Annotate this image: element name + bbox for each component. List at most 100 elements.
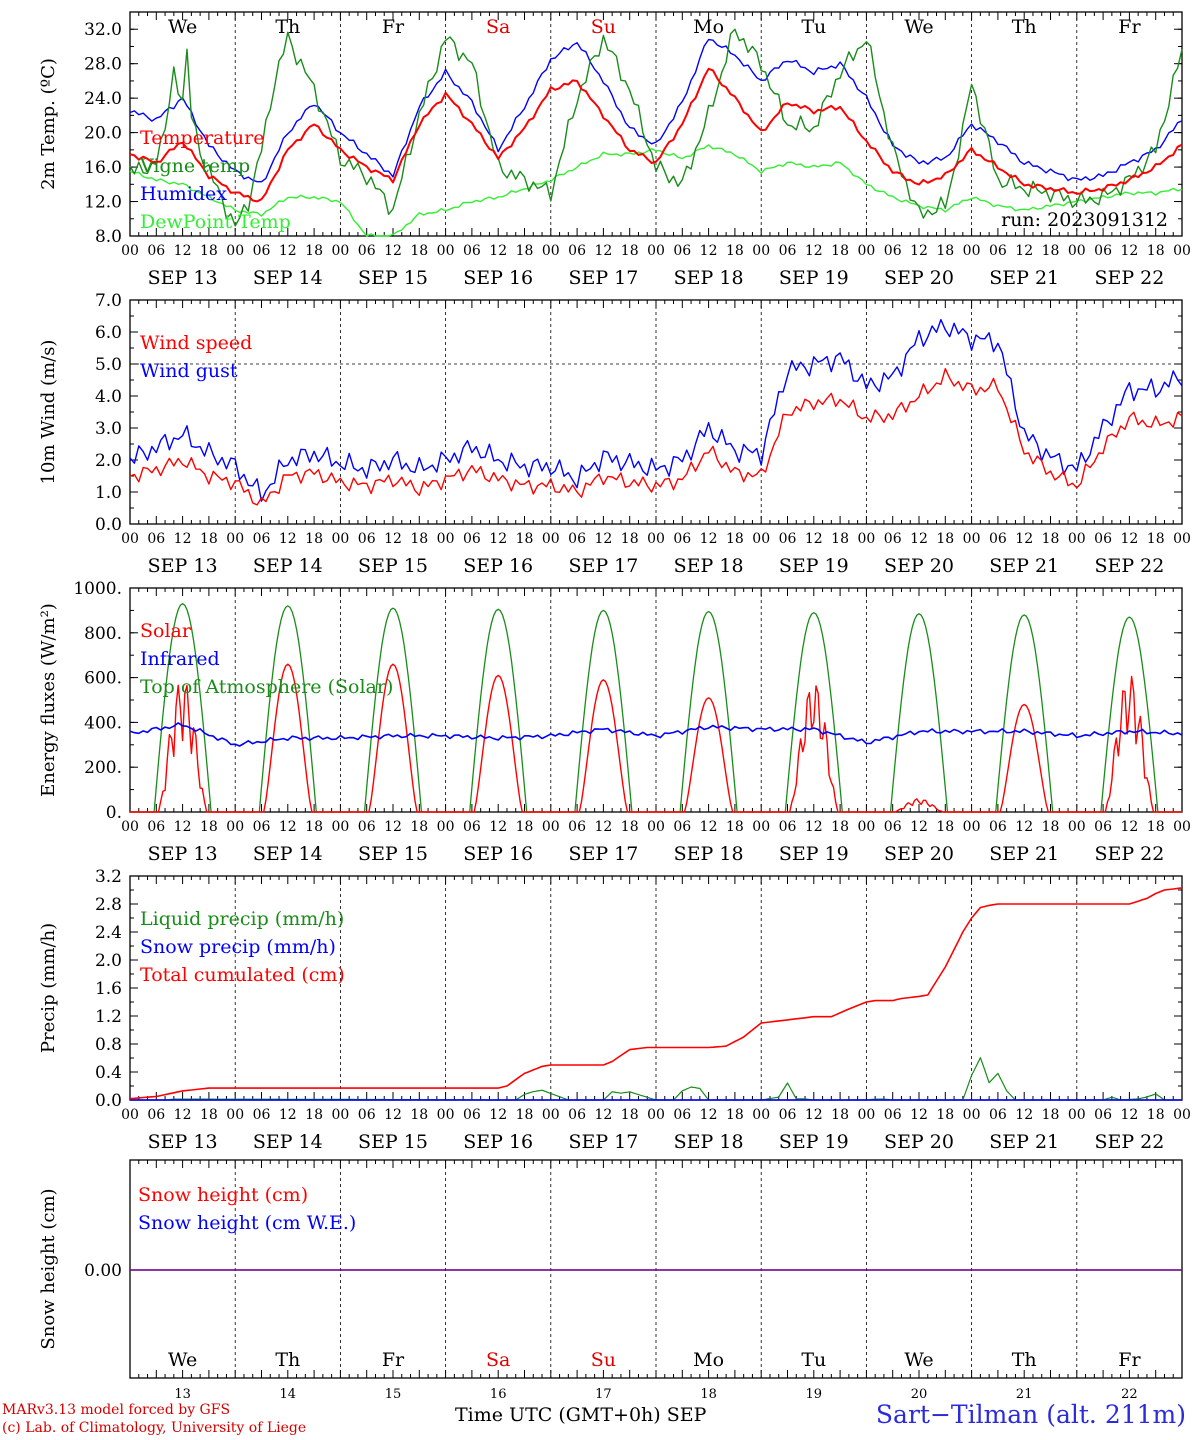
y-tick-label: 32.0 bbox=[84, 20, 122, 40]
hour-tick-label: 00 bbox=[857, 531, 875, 547]
y-tick-label: 800. bbox=[84, 624, 122, 644]
y-tick-label: 28.0 bbox=[84, 55, 122, 75]
hour-tick-label: 12 bbox=[700, 1107, 718, 1123]
weekday-label: Fr bbox=[382, 1349, 405, 1371]
y-tick-label: 8.0 bbox=[95, 227, 122, 247]
hour-tick-label: 12 bbox=[805, 1107, 823, 1123]
y-tick-label: 2.0 bbox=[95, 451, 122, 471]
hour-tick-label: 12 bbox=[700, 819, 718, 835]
hour-tick-label: 18 bbox=[1042, 243, 1060, 259]
hour-tick-label: 12 bbox=[910, 531, 928, 547]
date-label: SEP 19 bbox=[779, 555, 849, 577]
hour-tick-label: 06 bbox=[779, 819, 797, 835]
y-axis-label: Snow height (cm) bbox=[38, 1188, 59, 1349]
panel-5: 0.00 Snow height (cm) Snow height (cm) Snow… bbox=[38, 1159, 1183, 1402]
day-number-label: 15 bbox=[385, 1387, 402, 1402]
hour-tick-label: 12 bbox=[700, 243, 718, 259]
hour-tick-label: 18 bbox=[726, 819, 744, 835]
date-label: SEP 16 bbox=[463, 555, 533, 577]
hour-tick-label: 06 bbox=[884, 819, 902, 835]
hour-tick-label: 12 bbox=[805, 531, 823, 547]
hour-tick-label: 00 bbox=[857, 243, 875, 259]
legend-entry: Snow precip (mm/h) bbox=[140, 936, 336, 958]
hour-tick-label: 00 bbox=[226, 531, 244, 547]
hour-tick-label: 06 bbox=[779, 531, 797, 547]
hour-tick-label: 18 bbox=[200, 243, 218, 259]
weekday-label: We bbox=[168, 1349, 197, 1371]
day-number-label: 17 bbox=[595, 1387, 612, 1402]
hour-tick-label: 18 bbox=[1042, 819, 1060, 835]
y-axis-label: 2m Temp. (ºC) bbox=[38, 58, 59, 190]
hour-tick-label: 18 bbox=[516, 243, 534, 259]
hour-tick-label: 18 bbox=[516, 531, 534, 547]
hour-tick-label: 06 bbox=[673, 1107, 691, 1123]
series-line bbox=[130, 663, 1182, 813]
weekday-label: Fr bbox=[1118, 1349, 1141, 1371]
date-label: SEP 21 bbox=[989, 843, 1059, 865]
hour-tick-label: 00 bbox=[647, 243, 665, 259]
hour-tick-label: 12 bbox=[910, 819, 928, 835]
hour-tick-label: 00 bbox=[963, 819, 981, 835]
date-label: SEP 22 bbox=[1094, 843, 1164, 865]
hour-tick-label: 18 bbox=[305, 531, 323, 547]
legend-entry: Total cumulated (cm) bbox=[140, 964, 345, 986]
hour-tick-label: 12 bbox=[489, 1107, 507, 1123]
hour-tick-label: 12 bbox=[594, 243, 612, 259]
date-label: SEP 13 bbox=[148, 843, 218, 865]
hour-tick-label: 12 bbox=[384, 531, 402, 547]
hour-tick-label: 00 bbox=[963, 1107, 981, 1123]
date-label: SEP 15 bbox=[358, 267, 428, 289]
hour-tick-label: 18 bbox=[621, 243, 639, 259]
hour-tick-label: 18 bbox=[1147, 1107, 1165, 1123]
hour-tick-label: 06 bbox=[1094, 531, 1112, 547]
hour-tick-label: 06 bbox=[147, 819, 165, 835]
hour-tick-label: 12 bbox=[594, 1107, 612, 1123]
hour-tick-label: 06 bbox=[147, 1107, 165, 1123]
hour-tick-label: 06 bbox=[253, 243, 271, 259]
hour-tick-label: 00 bbox=[331, 531, 349, 547]
legend-entry: Wind gust bbox=[140, 360, 238, 382]
hour-tick-label: 00 bbox=[857, 819, 875, 835]
hour-tick-label: 12 bbox=[489, 243, 507, 259]
date-label: SEP 15 bbox=[358, 843, 428, 865]
panel-3: 00 06 12 18 SEP 13 00 06 12 18 SEP 14 00 06 12 18 SEP … bbox=[38, 579, 1191, 865]
hour-tick-label: 00 bbox=[331, 819, 349, 835]
date-label: SEP 18 bbox=[674, 843, 744, 865]
hour-tick-label: 18 bbox=[831, 531, 849, 547]
date-label: SEP 13 bbox=[148, 1131, 218, 1153]
y-tick-label: 16.0 bbox=[84, 158, 122, 178]
hour-tick-label: 00 bbox=[437, 819, 455, 835]
hour-tick-label: 12 bbox=[700, 531, 718, 547]
hour-tick-label: 12 bbox=[489, 819, 507, 835]
hour-tick-label: 12 bbox=[279, 819, 297, 835]
hour-tick-label: 06 bbox=[147, 531, 165, 547]
legend-entry: Snow height (cm W.E.) bbox=[138, 1212, 356, 1234]
y-tick-label: 3.2 bbox=[95, 867, 122, 887]
date-label: SEP 20 bbox=[884, 555, 954, 577]
hour-tick-label: 18 bbox=[305, 819, 323, 835]
y-tick-label: 2.4 bbox=[95, 923, 122, 943]
y-tick-label: 1.2 bbox=[95, 1007, 122, 1027]
hour-tick-label: 12 bbox=[1120, 531, 1138, 547]
hour-tick-label: 12 bbox=[384, 1107, 402, 1123]
date-label: SEP 15 bbox=[358, 555, 428, 577]
y-tick-label: 1000. bbox=[73, 579, 122, 599]
y-tick-label: 400. bbox=[84, 713, 122, 733]
hour-tick-label: 06 bbox=[463, 531, 481, 547]
date-label: SEP 19 bbox=[779, 1131, 849, 1153]
hour-tick-label: 18 bbox=[621, 531, 639, 547]
y-tick-label: 0.0 bbox=[95, 515, 122, 535]
hour-tick-label: 12 bbox=[1015, 531, 1033, 547]
date-label: SEP 18 bbox=[674, 267, 744, 289]
hour-tick-label: 06 bbox=[358, 531, 376, 547]
hour-tick-label: 12 bbox=[174, 243, 192, 259]
hour-tick-label: 06 bbox=[779, 1107, 797, 1123]
date-label: SEP 20 bbox=[884, 1131, 954, 1153]
hour-tick-label: 12 bbox=[1015, 243, 1033, 259]
date-label: SEP 15 bbox=[358, 1131, 428, 1153]
series-line bbox=[129, 67, 1183, 203]
hour-tick-label: 06 bbox=[358, 819, 376, 835]
time-axis-label: Time UTC (GMT+0h) SEP bbox=[455, 1404, 707, 1426]
panel-2: 00 06 12 18 SEP 13 00 06 12 18 SEP 14 00 06 12 18 SEP … bbox=[38, 291, 1191, 577]
